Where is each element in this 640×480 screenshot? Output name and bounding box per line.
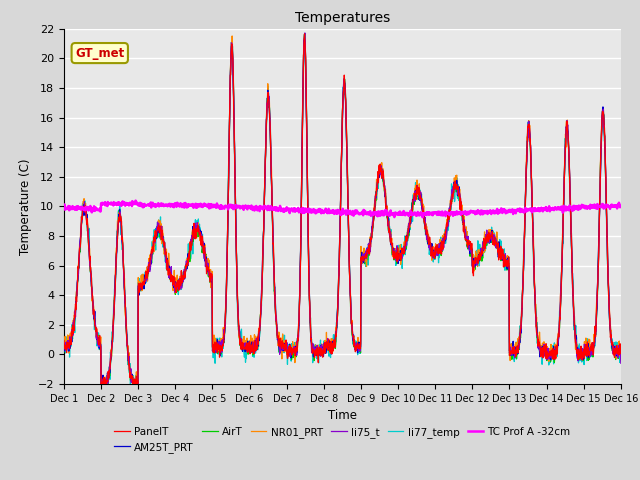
- NR01_PRT: [528, 195, 536, 201]
- PanelT: [528, 191, 536, 197]
- AirT: [230, 137, 238, 143]
- Line: NR01_PRT: NR01_PRT: [64, 36, 621, 384]
- NR01_PRT: [102, 381, 110, 387]
- AirT: [547, 359, 554, 364]
- X-axis label: Time: Time: [328, 409, 357, 422]
- TC Prof A -32cm: [230, 205, 238, 211]
- TC Prof A -32cm: [60, 206, 68, 212]
- NR01_PRT: [547, 345, 554, 350]
- AM25T_PRT: [301, 36, 308, 42]
- Line: AM25T_PRT: AM25T_PRT: [64, 39, 621, 384]
- PanelT: [60, 338, 68, 344]
- PanelT: [301, 31, 308, 37]
- li75_t: [230, 130, 238, 136]
- TC Prof A -32cm: [186, 202, 194, 208]
- TC Prof A -32cm: [547, 205, 554, 211]
- Legend: PanelT, AM25T_PRT, AirT, NR01_PRT, li75_t, li77_temp, TC Prof A -32cm: PanelT, AM25T_PRT, AirT, NR01_PRT, li75_…: [110, 422, 575, 457]
- AM25T_PRT: [528, 198, 536, 204]
- PanelT: [102, 381, 110, 387]
- li75_t: [186, 243, 194, 249]
- Line: PanelT: PanelT: [64, 34, 621, 384]
- AM25T_PRT: [60, 346, 68, 351]
- li77_temp: [301, 30, 308, 36]
- li77_temp: [385, 228, 392, 234]
- Line: AirT: AirT: [64, 34, 621, 384]
- li75_t: [385, 219, 392, 225]
- li75_t: [528, 197, 536, 203]
- TC Prof A -32cm: [419, 215, 426, 220]
- Y-axis label: Temperature (C): Temperature (C): [19, 158, 32, 255]
- AirT: [617, 357, 625, 363]
- AirT: [60, 345, 68, 351]
- Line: TC Prof A -32cm: TC Prof A -32cm: [64, 201, 621, 217]
- TC Prof A -32cm: [102, 202, 110, 208]
- PanelT: [186, 248, 194, 253]
- Line: li77_temp: li77_temp: [64, 33, 621, 384]
- AM25T_PRT: [385, 215, 392, 221]
- li75_t: [97, 381, 105, 387]
- NR01_PRT: [60, 344, 68, 350]
- li77_temp: [98, 381, 106, 387]
- AirT: [102, 381, 110, 387]
- AirT: [528, 201, 536, 207]
- PanelT: [617, 351, 625, 357]
- AM25T_PRT: [102, 381, 110, 387]
- AM25T_PRT: [547, 357, 554, 363]
- NR01_PRT: [228, 33, 236, 39]
- TC Prof A -32cm: [384, 210, 392, 216]
- li77_temp: [547, 354, 554, 360]
- AM25T_PRT: [186, 247, 194, 253]
- PanelT: [97, 381, 105, 387]
- TC Prof A -32cm: [132, 198, 140, 204]
- NR01_PRT: [385, 222, 392, 228]
- li75_t: [617, 360, 625, 366]
- li75_t: [102, 376, 110, 382]
- Text: GT_met: GT_met: [75, 47, 124, 60]
- AirT: [186, 259, 194, 264]
- Line: li75_t: li75_t: [64, 33, 621, 384]
- PanelT: [385, 226, 392, 231]
- TC Prof A -32cm: [528, 209, 536, 215]
- li77_temp: [617, 350, 625, 356]
- li75_t: [301, 30, 308, 36]
- li77_temp: [186, 249, 194, 254]
- TC Prof A -32cm: [617, 203, 625, 209]
- NR01_PRT: [186, 240, 194, 246]
- AM25T_PRT: [617, 351, 625, 357]
- AirT: [97, 381, 105, 387]
- li75_t: [547, 353, 554, 359]
- AM25T_PRT: [99, 381, 106, 387]
- NR01_PRT: [231, 159, 239, 165]
- NR01_PRT: [617, 352, 625, 358]
- li77_temp: [528, 196, 536, 202]
- AirT: [301, 31, 308, 37]
- li77_temp: [60, 341, 68, 347]
- PanelT: [230, 136, 238, 142]
- PanelT: [547, 349, 554, 355]
- AM25T_PRT: [230, 138, 238, 144]
- li75_t: [60, 345, 68, 351]
- li77_temp: [102, 381, 110, 387]
- li77_temp: [230, 137, 238, 143]
- Title: Temperatures: Temperatures: [295, 11, 390, 25]
- AirT: [385, 227, 392, 232]
- NR01_PRT: [97, 381, 105, 387]
